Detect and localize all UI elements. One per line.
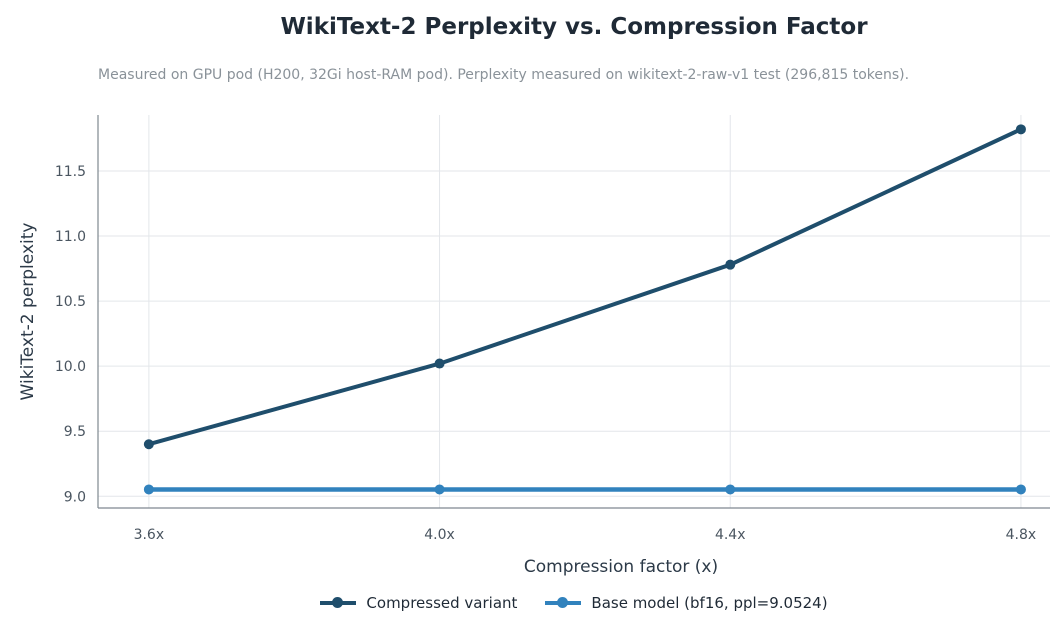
legend-label-base: Base model (bf16, ppl=9.0524): [591, 594, 828, 612]
data-point: [143, 484, 154, 495]
y-tick-label: 9.0: [64, 489, 86, 505]
y-axis-label: WikiText-2 perplexity: [18, 223, 38, 401]
legend-item-compressed: Compressed variant: [320, 594, 517, 612]
data-point: [725, 259, 736, 270]
y-tick-label: 11.0: [55, 229, 86, 245]
x-axis-label: Compression factor (x): [524, 557, 718, 577]
chart-subtitle: Measured on GPU pod (H200, 32Gi host-RAM…: [98, 67, 910, 83]
legend-swatch-compressed: [320, 597, 357, 609]
y-tick-label: 9.5: [64, 424, 86, 440]
y-tick-label: 10.0: [55, 359, 86, 375]
data-point: [1015, 484, 1026, 495]
data-point: [434, 358, 445, 369]
data-point: [143, 439, 154, 450]
data-point: [1015, 124, 1026, 135]
legend-item-base: Base model (bf16, ppl=9.0524): [545, 594, 828, 612]
y-tick-label: 10.5: [55, 294, 86, 310]
x-tick-label: 4.0x: [424, 527, 455, 543]
chart-legend: Compressed variant Base model (bf16, ppl…: [0, 594, 1064, 612]
x-tick-label: 4.8x: [1006, 527, 1037, 543]
x-tick-label: 3.6x: [134, 527, 165, 543]
legend-label-compressed: Compressed variant: [366, 594, 518, 612]
y-tick-label: 11.5: [55, 164, 86, 180]
data-point: [725, 484, 736, 495]
data-point: [434, 484, 445, 495]
legend-swatch-base: [545, 597, 582, 609]
chart-title: WikiText-2 Perplexity vs. Compression Fa…: [280, 14, 868, 40]
series-line-0: [146, 127, 1023, 447]
x-tick-label: 4.4x: [715, 527, 746, 543]
